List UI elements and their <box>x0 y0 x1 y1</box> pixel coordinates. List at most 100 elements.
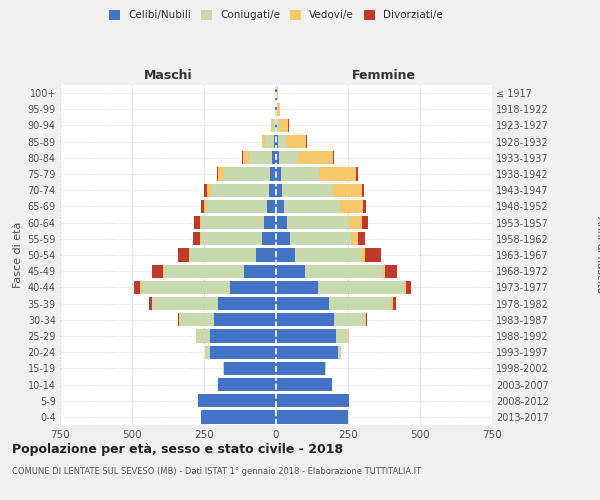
Bar <box>178 313 179 326</box>
Bar <box>281 168 319 180</box>
Bar <box>200 200 204 213</box>
Bar <box>276 410 348 424</box>
Text: COMUNE DI LENTATE SUL SEVESO (MB) - Dati ISTAT 1° gennaio 2018 - Elaborazione TU: COMUNE DI LENTATE SUL SEVESO (MB) - Dati… <box>12 468 421 476</box>
Bar <box>256 248 276 262</box>
Bar <box>276 280 318 294</box>
Bar <box>277 119 280 132</box>
Bar <box>305 264 383 278</box>
Bar <box>270 168 276 180</box>
Bar <box>217 168 218 180</box>
Bar <box>271 119 272 132</box>
Bar <box>274 135 276 148</box>
Bar <box>210 330 276 342</box>
Bar <box>276 232 290 245</box>
Text: Femmine: Femmine <box>352 69 416 82</box>
Bar <box>362 216 368 230</box>
Bar <box>280 151 298 164</box>
Bar <box>276 346 338 359</box>
Bar <box>295 248 361 262</box>
Bar <box>262 135 265 148</box>
Bar <box>211 184 269 197</box>
Bar <box>268 200 276 213</box>
Y-axis label: Fasce di età: Fasce di età <box>13 222 23 288</box>
Bar <box>358 232 365 245</box>
Bar <box>385 264 397 278</box>
Bar <box>152 264 163 278</box>
Bar <box>276 378 332 391</box>
Bar <box>298 151 333 164</box>
Bar <box>248 151 272 164</box>
Bar <box>365 248 381 262</box>
Bar <box>230 280 276 294</box>
Bar <box>276 200 284 213</box>
Bar <box>337 330 348 342</box>
Bar <box>334 313 365 326</box>
Bar <box>214 313 276 326</box>
Bar <box>200 216 201 230</box>
Bar <box>284 200 340 213</box>
Bar <box>152 297 218 310</box>
Bar <box>276 297 329 310</box>
Bar <box>179 313 214 326</box>
Bar <box>404 280 406 294</box>
Text: Maschi: Maschi <box>143 69 193 82</box>
Bar <box>318 280 404 294</box>
Bar <box>276 135 278 148</box>
Bar <box>200 232 201 245</box>
Bar <box>224 168 270 180</box>
Bar <box>305 135 307 148</box>
Bar <box>366 313 367 326</box>
Bar <box>178 248 189 262</box>
Bar <box>340 200 363 213</box>
Bar <box>190 248 256 262</box>
Bar <box>277 102 280 116</box>
Bar <box>276 119 277 132</box>
Bar <box>392 297 395 310</box>
Bar <box>140 280 230 294</box>
Bar <box>333 184 362 197</box>
Bar <box>223 362 224 375</box>
Bar <box>164 264 244 278</box>
Bar <box>325 362 326 375</box>
Bar <box>276 394 349 407</box>
Bar <box>356 168 358 180</box>
Bar <box>272 119 275 132</box>
Text: Popolazione per età, sesso e stato civile - 2018: Popolazione per età, sesso e stato civil… <box>12 442 343 456</box>
Bar <box>278 135 286 148</box>
Bar <box>406 280 412 294</box>
Bar <box>286 135 305 148</box>
Bar <box>197 330 210 342</box>
Bar <box>269 184 276 197</box>
Bar <box>265 135 274 148</box>
Bar <box>265 216 276 230</box>
Bar <box>204 200 207 213</box>
Bar <box>262 232 276 245</box>
Bar <box>280 119 288 132</box>
Bar <box>276 330 337 342</box>
Bar <box>383 264 385 278</box>
Bar <box>205 346 210 359</box>
Bar <box>134 280 140 294</box>
Bar <box>244 264 276 278</box>
Bar <box>201 232 262 245</box>
Bar <box>243 151 248 164</box>
Bar <box>198 394 276 407</box>
Bar <box>210 346 276 359</box>
Bar <box>362 184 364 197</box>
Bar <box>290 232 351 245</box>
Bar <box>242 151 243 164</box>
Bar <box>218 378 276 391</box>
Bar <box>193 232 200 245</box>
Bar <box>276 151 280 164</box>
Bar <box>319 168 356 180</box>
Bar <box>218 297 276 310</box>
Bar <box>276 248 295 262</box>
Bar <box>224 362 276 375</box>
Bar <box>207 200 268 213</box>
Bar <box>277 86 278 100</box>
Bar <box>349 216 362 230</box>
Bar <box>149 297 152 310</box>
Bar <box>338 346 341 359</box>
Bar <box>276 264 305 278</box>
Legend: Celibi/Nubili, Coniugati/e, Vedovi/e, Divorziati/e: Celibi/Nubili, Coniugati/e, Vedovi/e, Di… <box>109 10 443 20</box>
